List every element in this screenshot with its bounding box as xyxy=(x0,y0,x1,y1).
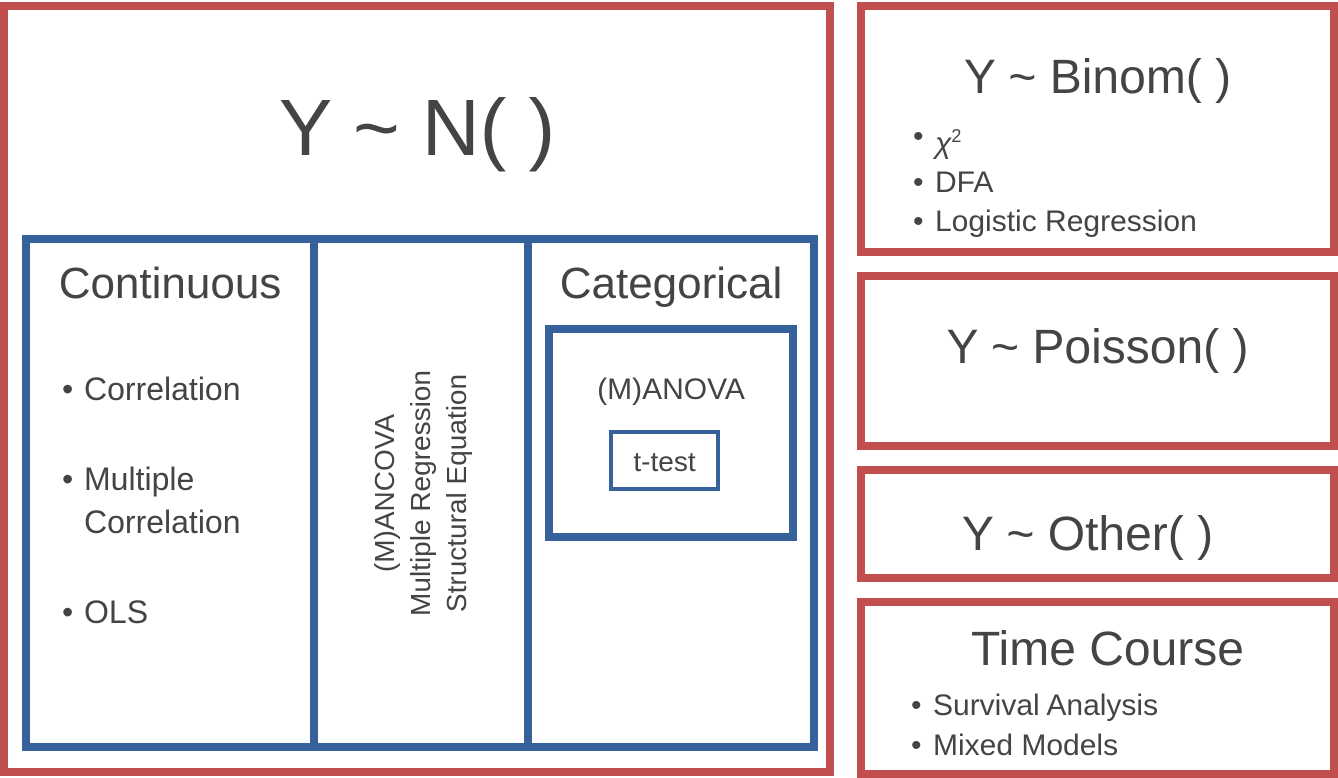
list-item-mixed-models: Mixed Models xyxy=(911,726,1158,766)
continuous-list: Correlation Multiple Correlation OLS xyxy=(62,368,241,634)
binom-list: χ2 DFA Logistic Regression xyxy=(913,117,1197,241)
anova-label: (M)ANOVA xyxy=(597,373,745,406)
list-item-multiple-correlation: Multiple Correlation xyxy=(62,458,240,544)
categorical-panel: Categorical xyxy=(524,235,818,751)
poisson-title: Y ~ Poisson( ) xyxy=(946,321,1249,374)
categorical-title: Categorical xyxy=(559,259,783,308)
ttest-label: t-test xyxy=(633,446,696,477)
normal-title: Y ~ N( ) xyxy=(278,83,556,172)
list-item-logistic-regression: Logistic Regression xyxy=(913,202,1197,241)
list-item-chi-square: χ2 xyxy=(913,117,1197,163)
list-item-ols: OLS xyxy=(62,591,241,634)
continuous-title: Continuous xyxy=(58,259,282,308)
anova-box: (M)ANOVA xyxy=(545,325,797,541)
other-title: Y ~ Other( ) xyxy=(961,508,1214,561)
list-item-survival-analysis: Survival Analysis xyxy=(911,686,1158,726)
other-distribution-box: Y ~ Other( ) xyxy=(857,466,1338,582)
mixed-predictor-panel: (M)ANCOVA Multiple Regression Structural… xyxy=(310,235,532,751)
ttest-box: t-test xyxy=(609,430,720,491)
time-course-list: Survival Analysis Mixed Models xyxy=(911,686,1158,766)
poisson-box: Y ~ Poisson( ) xyxy=(857,272,1338,450)
mancova-label: (M)ANCOVA xyxy=(369,413,400,573)
list-item-dfa: DFA xyxy=(913,163,1197,202)
binom-title: Y ~ Binom( ) xyxy=(963,51,1232,104)
multiple-regression-label: Multiple Regression xyxy=(405,370,436,616)
mixed-methods-label: (M)ANCOVA Multiple Regression Structural… xyxy=(367,370,475,616)
continuous-panel: Continuous Correlation Multiple Correlat… xyxy=(22,235,318,751)
structural-equation-label: Structural Equation xyxy=(441,373,472,613)
binomial-box: Y ~ Binom( ) χ2 DFA Logistic Regression xyxy=(857,2,1338,256)
time-course-box: Time Course Survival Analysis Mixed Mode… xyxy=(857,598,1338,778)
time-course-title: Time Course xyxy=(971,623,1244,676)
list-item-correlation: Correlation xyxy=(62,368,240,411)
normal-distribution-box: Y ~ N( ) xyxy=(0,2,834,776)
